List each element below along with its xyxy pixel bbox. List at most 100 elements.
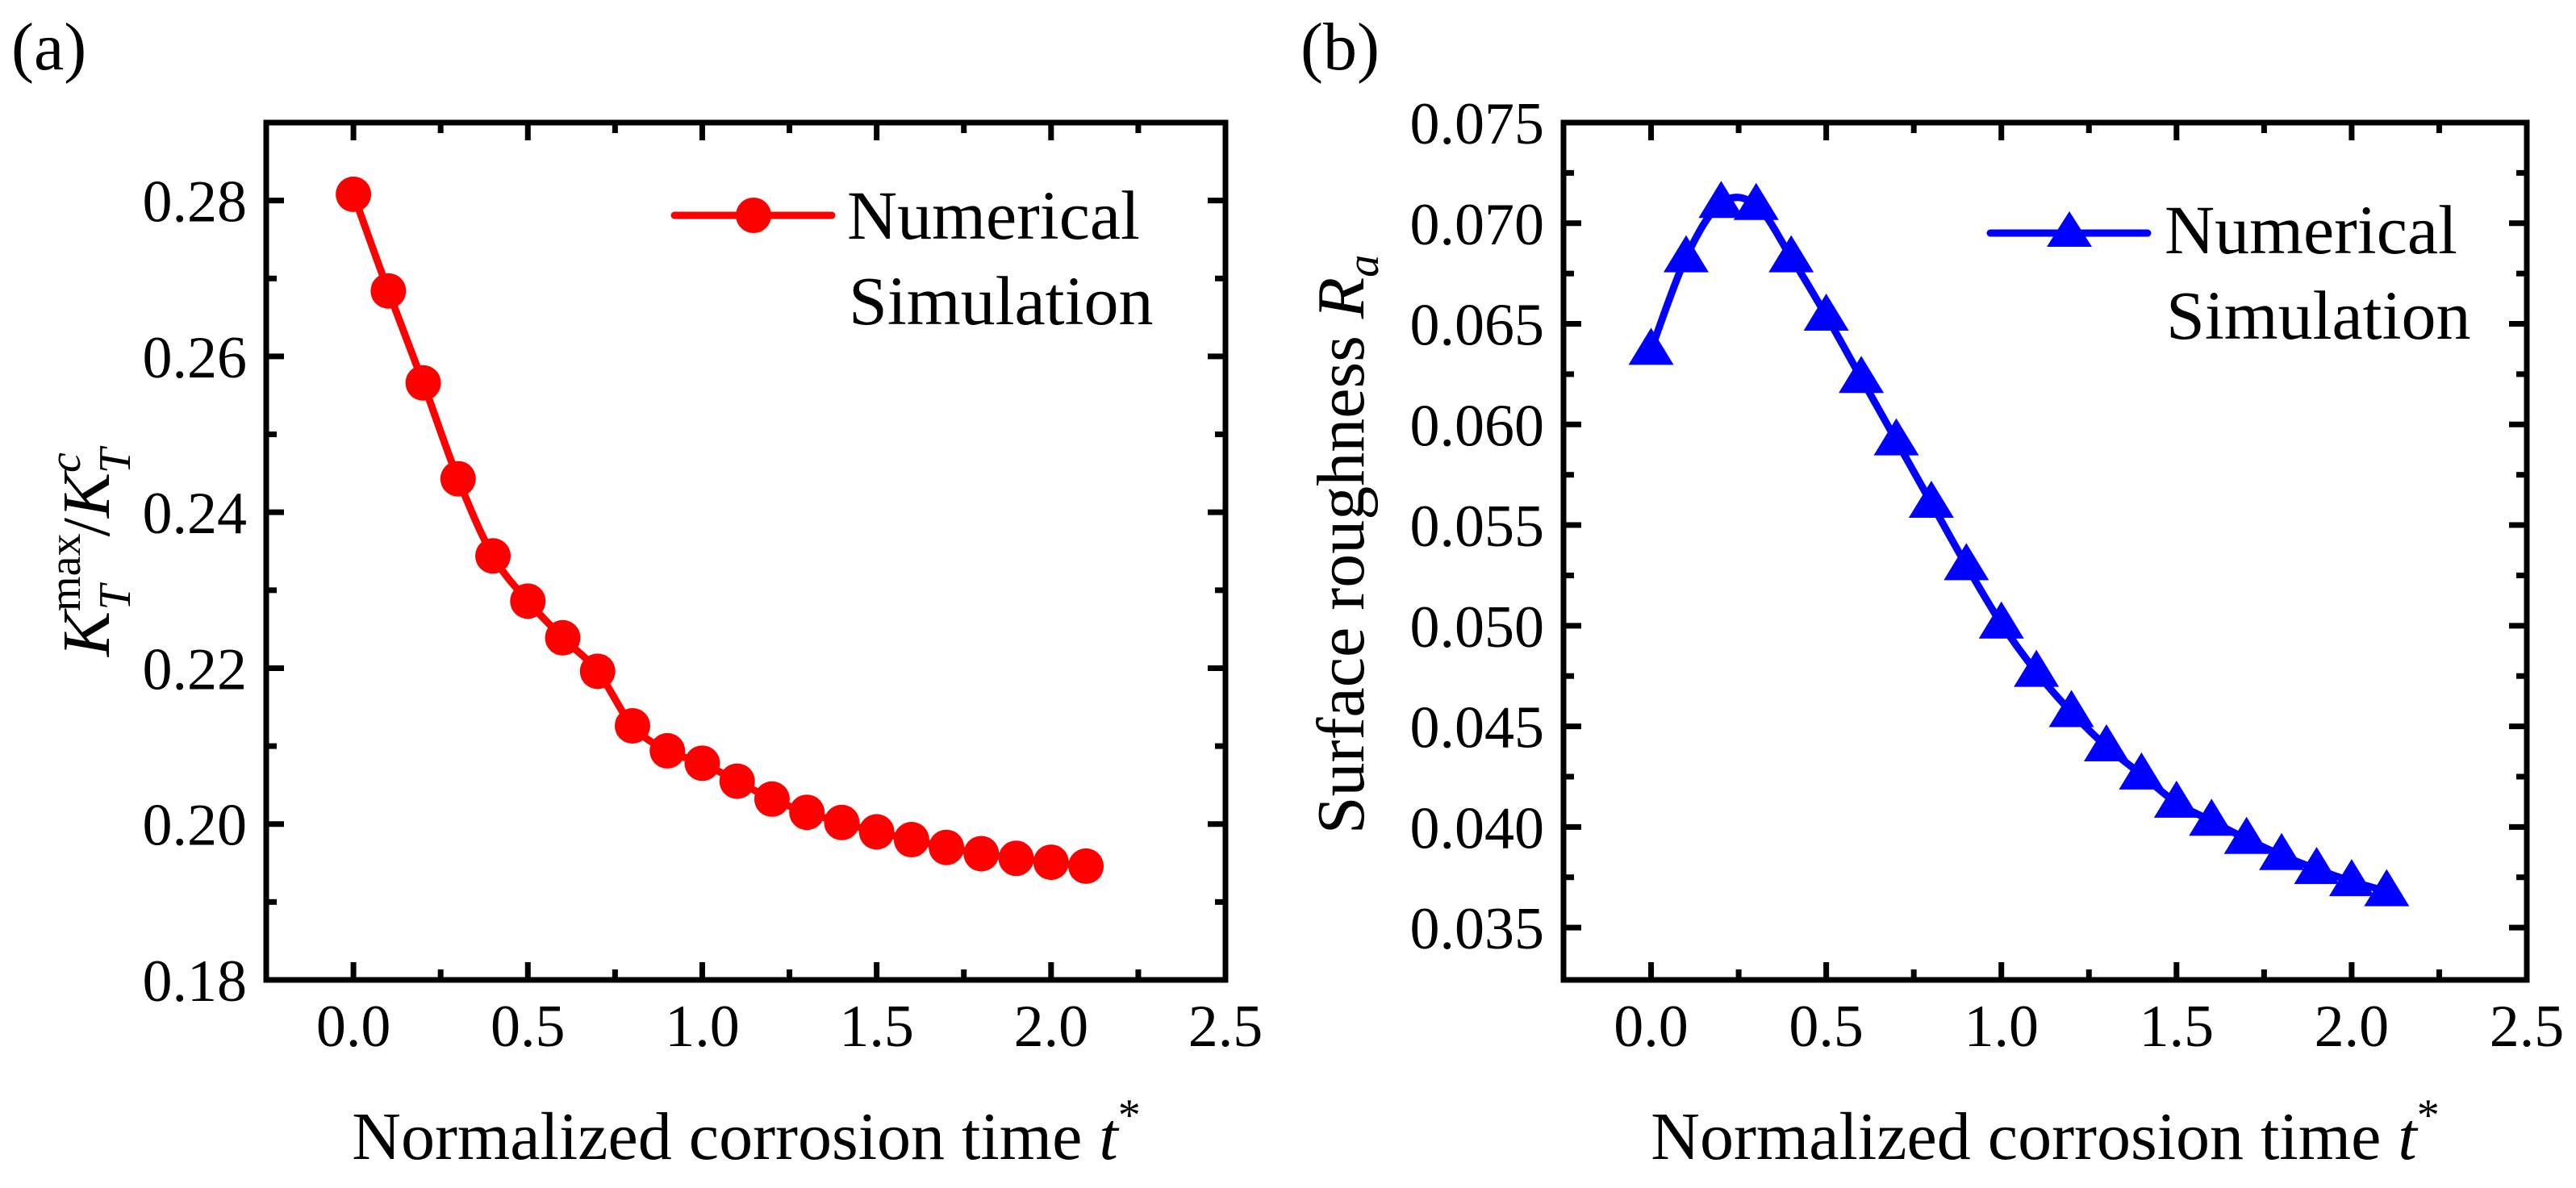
panel-a-y-axis-label: KmaxT/KcT <box>40 445 140 657</box>
panel-b-marks <box>1628 181 2410 907</box>
data-point-circle <box>1033 844 1069 881</box>
data-point-circle <box>440 461 476 497</box>
y-tick-label: 0.28 <box>143 169 248 236</box>
y-label-sub1: T <box>90 582 140 611</box>
y-tick-label: 0.045 <box>1410 695 1545 761</box>
data-point-circle <box>579 653 616 690</box>
y-label-k2: K <box>49 469 124 519</box>
x-tick-label: 1.5 <box>839 994 914 1060</box>
data-point-circle <box>405 365 441 401</box>
data-point-triangle <box>2223 816 2269 854</box>
data-point-circle <box>963 836 1000 872</box>
data-point-circle <box>614 707 650 744</box>
y-tick-label: 0.040 <box>1410 795 1545 861</box>
y-label-k1: K <box>49 608 124 657</box>
legend-a-text-line1: Numerical <box>847 177 1140 254</box>
panel-b: (b) 0.0 0.5 1.0 1.5 2.0 2.50.0350.0400.0450.0… <box>1301 10 2564 1174</box>
data-point-triangle <box>2189 798 2235 836</box>
y-label-symbol: R <box>1304 277 1379 319</box>
data-point-circle <box>336 176 372 212</box>
y-label-sup1: max <box>40 534 90 611</box>
data-point-triangle <box>1733 182 1779 220</box>
data-point-triangle <box>1873 418 1919 456</box>
x-label-sup: * <box>2417 1090 2440 1140</box>
panel-label-b: (b) <box>1301 10 1380 85</box>
x-tick-label: 1.0 <box>1964 994 2039 1060</box>
data-point-triangle <box>2153 780 2199 818</box>
data-point-circle <box>998 840 1034 877</box>
x-label-text: Normalized corrosion time <box>352 1099 1082 1174</box>
data-point-circle <box>789 794 825 831</box>
data-point-circle <box>719 763 755 799</box>
x-tick-label: 0.0 <box>1614 994 1689 1060</box>
legend-b-triangle-marker <box>2047 211 2092 247</box>
x-tick-label: 1.0 <box>665 994 740 1060</box>
x-tick-label: 2.0 <box>1014 994 1089 1060</box>
y-tick-label: 0.055 <box>1410 494 1545 560</box>
x-tick-label: 2.5 <box>1188 994 1263 1060</box>
x-tick-label: 2.0 <box>2315 994 2390 1060</box>
data-point-triangle <box>1698 181 1744 219</box>
legend-b-text-line1: Numerical <box>2165 191 2457 269</box>
panel-b-y-axis-label: Surface roughness Ra <box>1304 255 1388 834</box>
x-tick-label: 0.5 <box>1789 994 1864 1060</box>
data-point-triangle <box>2048 690 2094 727</box>
y-label-sup2: c <box>40 452 90 473</box>
data-point-triangle <box>2014 649 2060 687</box>
panel-a-x-axis-label: Normalized corrosion time t* <box>352 1090 1140 1174</box>
y-tick-label: 0.22 <box>143 636 248 702</box>
data-point-circle <box>754 781 790 817</box>
panel-a-marks <box>336 176 1104 884</box>
y-tick-label: 0.20 <box>143 793 248 859</box>
y-tick-label: 0.065 <box>1410 293 1545 359</box>
data-point-triangle <box>1768 235 1814 273</box>
x-label-symbol: t <box>1099 1099 1120 1174</box>
data-point-circle <box>824 804 860 840</box>
x-label-text: Normalized corrosion time <box>1651 1099 2381 1174</box>
y-tick-label: 0.075 <box>1410 91 1545 157</box>
data-point-triangle <box>1839 356 1885 394</box>
data-point-circle <box>684 745 720 782</box>
y-label-slash: / <box>49 517 124 536</box>
legend-a-circle-marker <box>736 198 771 233</box>
data-point-circle <box>545 619 581 656</box>
data-point-circle <box>858 814 895 850</box>
panel-a: (a) 0.0 0.5 1.0 1.5 2.0 2.50.180.200.220.240.… <box>11 10 1263 1174</box>
data-point-circle <box>475 538 511 574</box>
panel-a-plot-frame <box>263 119 1229 983</box>
y-tick-label: 0.050 <box>1410 594 1545 661</box>
y-tick-label: 0.24 <box>143 481 248 547</box>
data-point-triangle <box>2294 847 2340 885</box>
y-label-sub: a <box>1338 255 1388 277</box>
data-point-triangle <box>1978 601 2024 639</box>
data-point-triangle <box>2119 752 2165 790</box>
data-point-circle <box>929 829 965 865</box>
panel-b-x-axis-label: Normalized corrosion time t* <box>1651 1090 2439 1174</box>
data-point-circle <box>510 583 546 619</box>
data-point-triangle <box>2083 723 2129 761</box>
data-point-triangle <box>2328 859 2374 897</box>
data-point-triangle <box>2364 869 2410 907</box>
data-point-triangle <box>1908 481 1954 519</box>
data-point-circle <box>1068 848 1104 884</box>
data-point-triangle <box>1943 543 1989 581</box>
panel-a-legend: Numerical Simulation <box>670 177 1153 340</box>
panel-a-ticks: 0.0 0.5 1.0 1.5 2.0 2.5 0.18 0.20 0.22 0.24 0.26 0.… <box>143 123 1263 1060</box>
panel-b-plot-frame <box>1560 119 2530 983</box>
x-tick-label: 2.5 <box>2490 994 2565 1060</box>
data-point-triangle <box>1663 235 1709 273</box>
y-tick-label: 0.060 <box>1410 393 1545 459</box>
legend-b-text-line2: Simulation <box>2166 277 2470 354</box>
x-label-sup: * <box>1118 1090 1141 1140</box>
y-tick-label: 0.18 <box>143 948 248 1015</box>
legend-a-text-line2: Simulation <box>849 262 1153 340</box>
data-point-triangle <box>2259 832 2305 870</box>
y-tick-label: 0.26 <box>143 325 248 391</box>
y-tick-label: 0.070 <box>1410 192 1545 258</box>
y-tick-label: 0.035 <box>1410 896 1545 962</box>
y-label-text: Surface roughness <box>1304 336 1379 834</box>
panel-label-a: (a) <box>11 10 86 85</box>
data-point-circle <box>649 732 686 769</box>
data-point-circle <box>893 822 929 858</box>
